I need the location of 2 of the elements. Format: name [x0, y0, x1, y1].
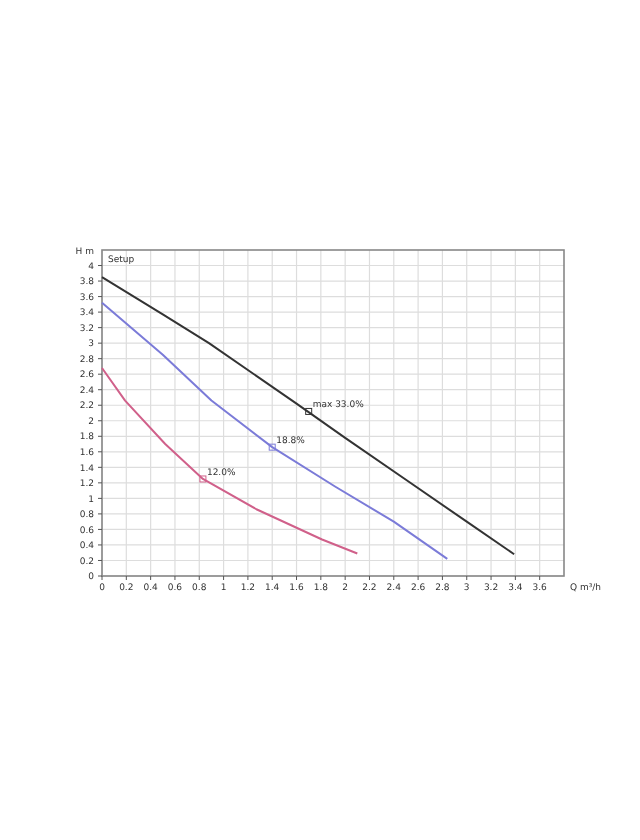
line-series — [101, 276, 516, 556]
line-series — [101, 301, 449, 560]
